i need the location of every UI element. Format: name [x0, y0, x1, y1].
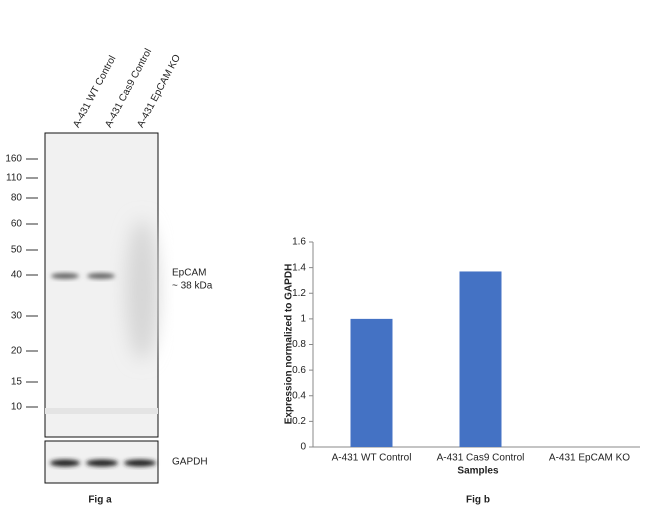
band [50, 459, 80, 467]
x-tick-label: A-431 EpCAM KO [549, 453, 630, 464]
smear [126, 220, 158, 360]
marker-label: 20 [11, 346, 23, 357]
y-axis-label: Expression normalized to GAPDH [284, 264, 295, 425]
x-tick-label: A-431 WT Control [332, 453, 412, 464]
band [124, 459, 156, 467]
x-tick-label: A-431 Cas9 Control [437, 453, 525, 464]
caption: Fig a [88, 495, 112, 506]
band [87, 273, 115, 279]
bar [350, 318, 393, 447]
y-tick-label: 0.8 [292, 339, 306, 350]
y-tick-label: 0.4 [292, 390, 306, 401]
bar [459, 271, 502, 447]
y-tick-label: 0.6 [292, 365, 306, 376]
marker-label: 80 [11, 193, 23, 204]
band-size: ~ 38 kDa [172, 281, 213, 292]
y-tick-label: 0.2 [292, 416, 306, 427]
marker-label: 15 [11, 377, 23, 388]
y-tick-label: 1 [300, 314, 306, 325]
band [51, 273, 79, 279]
y-tick-label: 1.6 [292, 237, 306, 248]
band [86, 459, 118, 467]
marker-label: 160 [5, 154, 22, 165]
blot-front [45, 408, 158, 414]
caption: Fig b [466, 495, 490, 506]
marker-label: 110 [6, 173, 22, 184]
marker-label: 50 [11, 245, 23, 256]
band-label: EpCAM [172, 268, 206, 279]
marker-label: 30 [11, 311, 23, 322]
marker-label: 40 [11, 270, 23, 281]
marker-label: 10 [11, 402, 23, 413]
y-tick-label: 0 [300, 442, 306, 453]
y-tick-label: 1.2 [292, 288, 306, 299]
x-axis-label: Samples [457, 466, 499, 477]
y-tick-label: 1.4 [292, 262, 306, 273]
loading-label: GAPDH [172, 457, 208, 468]
marker-label: 60 [11, 219, 23, 230]
